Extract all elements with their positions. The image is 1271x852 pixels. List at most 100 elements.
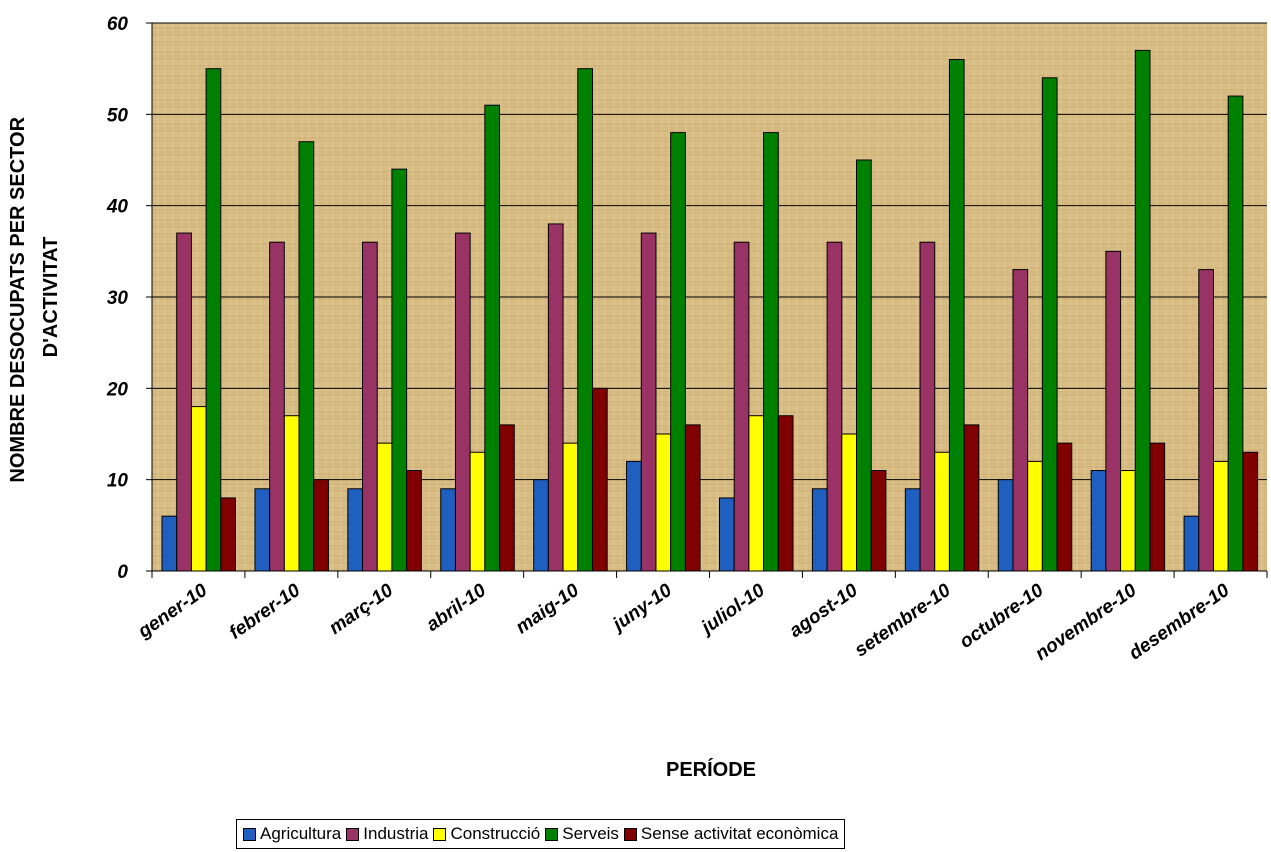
- bar-industria-6: [733, 241, 750, 572]
- y-axis-title-line-2: D'ACTIVITAT: [40, 237, 62, 358]
- bar-construcci--2: [376, 442, 393, 572]
- legend-label-4: Sense activitat econòmica: [640, 824, 839, 843]
- legend-swatch-0: [243, 827, 256, 841]
- bar-industria-7: [826, 241, 843, 572]
- bar-industria-9: [1012, 269, 1029, 572]
- legend-item-3: Serveis: [545, 824, 619, 844]
- bar-serveis-8: [948, 59, 965, 572]
- x-tick-label-3: abril-10: [423, 580, 491, 636]
- legend-label-0: Agricultura: [260, 824, 342, 843]
- bar-construcci--5: [655, 433, 672, 572]
- bar-industria-2: [362, 241, 378, 572]
- bar-construcci--9: [1027, 460, 1043, 572]
- bar-industria-3: [454, 232, 471, 572]
- bar-construcci--10: [1120, 470, 1136, 572]
- y-tick-label-30: 30: [107, 288, 129, 309]
- bar-industria-1: [269, 241, 285, 572]
- bar-serveis-1: [298, 141, 315, 572]
- x-tick-label-0: gener-10: [134, 580, 212, 643]
- bar-industria-8: [919, 241, 936, 572]
- bar-sense-activitat-econ-mica-7: [870, 470, 887, 572]
- y-tick-label-50: 50: [107, 105, 129, 126]
- bar-agricultura-1: [254, 488, 271, 572]
- x-tick-label-11: desembre-10: [1125, 580, 1233, 665]
- bar-construcci--11: [1212, 460, 1229, 572]
- legend-swatch-1: [346, 827, 360, 841]
- bar-industria-11: [1198, 269, 1214, 572]
- bar-serveis-5: [670, 132, 686, 572]
- bar-construcci--8: [934, 451, 950, 572]
- x-tick-label-1: febrer-10: [226, 580, 305, 644]
- x-tick-label-6: juliol-10: [696, 580, 770, 640]
- legend-swatch-4: [623, 827, 637, 841]
- bar-construcci--6: [748, 415, 765, 572]
- bar-agricultura-5: [626, 460, 642, 572]
- y-tick-label-20: 20: [106, 379, 129, 400]
- bar-construcci--1: [283, 415, 300, 572]
- x-tick-label-5: juny-10: [607, 580, 676, 637]
- legend-item-4: Sense activitat econòmica: [623, 824, 839, 844]
- bar-agricultura-0: [161, 515, 178, 572]
- bar-sense-activitat-econ-mica-2: [406, 470, 422, 572]
- bar-serveis-9: [1041, 77, 1058, 572]
- y-tick-label-60: 60: [107, 14, 129, 35]
- bar-sense-activitat-econ-mica-9: [1056, 442, 1073, 572]
- bar-sense-activitat-econ-mica-11: [1242, 451, 1259, 572]
- bar-agricultura-4: [533, 479, 549, 572]
- bar-agricultura-2: [347, 488, 364, 572]
- bar-construcci--0: [190, 406, 207, 572]
- bar-sense-activitat-econ-mica-5: [684, 424, 701, 572]
- y-axis-title-line-1: NOMBRE DESOCUPATS PER SECTOR: [7, 116, 29, 482]
- bar-sense-activitat-econ-mica-10: [1149, 442, 1166, 572]
- legend-swatch-3: [545, 827, 559, 841]
- y-tick-label-10: 10: [107, 471, 129, 492]
- bar-serveis-11: [1227, 95, 1244, 572]
- bar-agricultura-3: [440, 488, 456, 572]
- x-tick-label-10: novembre-10: [1032, 580, 1141, 665]
- bar-agricultura-11: [1183, 515, 1200, 572]
- legend: Agricultura Industria Construcció Serveis Se…: [236, 819, 846, 849]
- bar-serveis-2: [391, 168, 408, 572]
- bar-serveis-3: [484, 104, 501, 572]
- bar-serveis-6: [763, 132, 779, 572]
- bar-sense-activitat-econ-mica-3: [499, 424, 515, 572]
- bar-construcci--7: [841, 433, 858, 572]
- legend-swatch-2: [433, 827, 447, 841]
- legend-item-1: Industria: [346, 824, 428, 844]
- y-axis-title: NOMBRE DESOCUPATS PER SECTOR D'ACTIVITAT: [7, 111, 62, 482]
- bar-serveis-0: [205, 68, 222, 572]
- bar-agricultura-8: [904, 488, 921, 572]
- x-tick-label-4: maig-10: [512, 580, 583, 639]
- y-tick-label-40: 40: [106, 197, 129, 218]
- legend-label-2: Construcció: [450, 824, 541, 843]
- bar-sense-activitat-econ-mica-6: [777, 415, 794, 572]
- bar-industria-5: [640, 232, 657, 572]
- legend-label-3: Serveis: [562, 824, 619, 843]
- legend-item-2: Construcció: [433, 824, 540, 844]
- bar-agricultura-10: [1090, 470, 1107, 572]
- bar-industria-4: [547, 223, 564, 572]
- bar-construcci--4: [562, 442, 579, 572]
- bar-sense-activitat-econ-mica-1: [313, 479, 329, 572]
- x-tick-label-9: octubre-10: [956, 580, 1048, 653]
- x-tick-label-8: setembre-10: [851, 580, 955, 662]
- axes: [146, 22, 1268, 578]
- bar-agricultura-6: [719, 497, 735, 572]
- bar-sense-activitat-econ-mica-8: [963, 424, 980, 572]
- bar-agricultura-9: [997, 479, 1014, 572]
- legend-item-0: Agricultura: [243, 824, 341, 844]
- x-axis-title: PERÍODE: [666, 758, 756, 781]
- bar-serveis-4: [577, 68, 593, 572]
- bar-sense-activitat-econ-mica-4: [591, 387, 608, 572]
- y-tick-label-0: 0: [117, 562, 128, 583]
- bar-serveis-7: [856, 159, 872, 572]
- x-tick-labels: gener-10 febrer-10 març-10 abril-10 maig-10 j…: [134, 580, 1234, 665]
- gridlines: [152, 22, 1267, 481]
- bar-industria-0: [176, 232, 192, 572]
- legend-label-1: Industria: [363, 824, 429, 843]
- bar-agricultura-7: [811, 488, 828, 572]
- x-tick-label-2: març-10: [325, 580, 397, 639]
- bar-industria-10: [1105, 250, 1122, 572]
- bar-serveis-10: [1134, 49, 1151, 572]
